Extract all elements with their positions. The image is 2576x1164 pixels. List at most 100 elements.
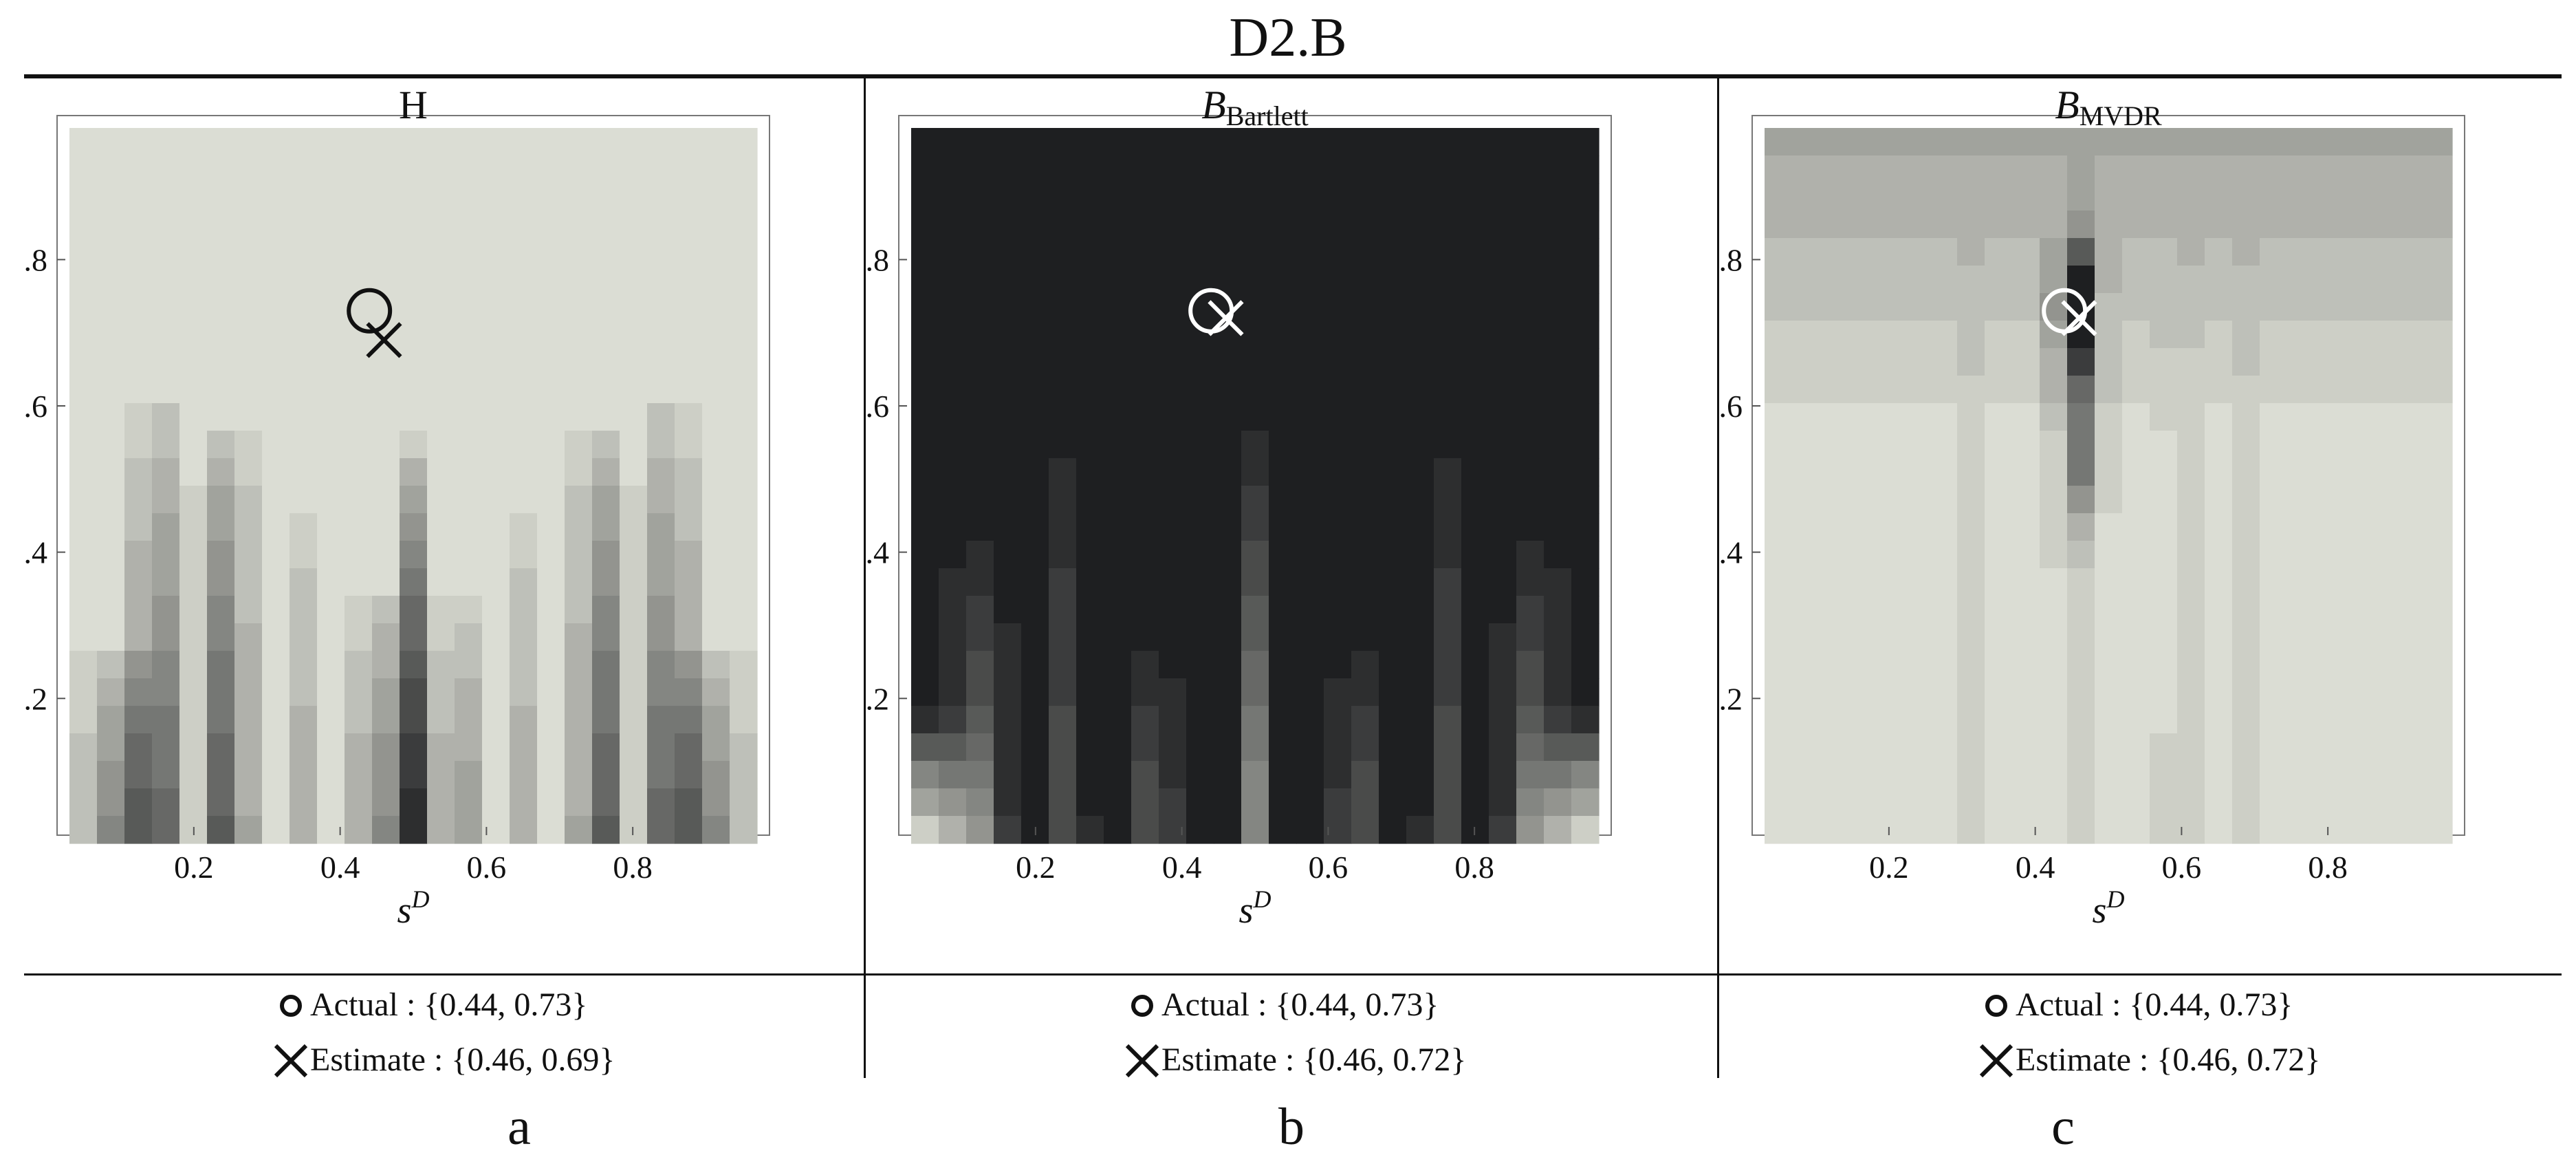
heatmap-cell (482, 293, 510, 321)
heatmap-cell (372, 788, 400, 817)
heatmap-cell (911, 348, 939, 376)
heatmap-cell (2370, 678, 2398, 707)
heatmap-cell (179, 238, 208, 266)
heatmap-cell (427, 155, 455, 184)
heatmap-cell (994, 321, 1022, 349)
heatmap-cell (1049, 651, 1077, 679)
legend-actual-colon: : (2103, 986, 2130, 1023)
heatmap-cell (1324, 596, 1352, 624)
heatmap-cell (911, 788, 939, 817)
heatmap-cell (1571, 348, 1600, 376)
heatmap-cell (455, 348, 483, 376)
heatmap-cell (966, 706, 994, 734)
heatmap-cell (2205, 706, 2233, 734)
heatmap-cell (2095, 541, 2123, 569)
heatmap-cell (2095, 678, 2123, 707)
heatmap-cell (427, 266, 455, 294)
heatmap-cell (994, 678, 1022, 707)
heatmap-cell (537, 431, 565, 459)
heatmap-cell (1296, 596, 1324, 624)
heatmap-cell (2067, 403, 2095, 431)
heatmap-cell (427, 541, 455, 569)
heatmap-cell (1957, 761, 1985, 789)
heatmap-cell (1379, 733, 1407, 762)
heatmap-cell (1076, 596, 1104, 624)
heatmap-cell (647, 458, 675, 486)
heatmap-cell (2342, 651, 2370, 679)
heatmap-cell (939, 816, 967, 844)
heatmap-cell (675, 183, 703, 211)
heatmap-cell (1296, 458, 1324, 486)
heatmap-cell (1985, 541, 2013, 569)
heatmap-cell (1516, 706, 1544, 734)
heatmap-cell (2122, 788, 2150, 817)
heatmap-cell (2150, 788, 2178, 817)
heatmap-cell (1131, 541, 1159, 569)
heatmap-cell (97, 293, 125, 321)
heatmap-cell (2012, 568, 2040, 596)
heatmap-cell (2177, 486, 2205, 514)
heatmap-cell (2370, 348, 2398, 376)
heatmap-cell (1985, 623, 2013, 651)
heatmap-cell (537, 211, 565, 239)
heatmap-cell (290, 128, 318, 156)
heatmap-cell (2287, 513, 2315, 541)
heatmap-cell (2260, 816, 2288, 844)
heatmap-cell (2067, 678, 2095, 707)
heatmap-cell (702, 403, 730, 431)
heatmap-cell (702, 816, 730, 844)
heatmap-cell (262, 761, 290, 789)
heatmap-cell (179, 183, 208, 211)
legend-actual-colon: : (1249, 986, 1276, 1023)
heatmap-cell (2315, 816, 2343, 844)
heatmap-cell (1269, 211, 1297, 239)
y-tick-label: 0.4 (866, 535, 889, 570)
heatmap-cell (2425, 376, 2453, 404)
heatmap-cell (2315, 348, 2343, 376)
heatmap-cell (1076, 431, 1104, 459)
heatmap-cell (2287, 458, 2315, 486)
heatmap-cell (2232, 596, 2260, 624)
heatmap-cell (97, 155, 125, 184)
heatmap-cell (1985, 513, 2013, 541)
heatmap-cell (730, 568, 758, 596)
heatmap-cell (647, 376, 675, 404)
heatmap-cell (2177, 706, 2205, 734)
heatmap-cell (2177, 183, 2205, 211)
heatmap-cell (1406, 733, 1434, 762)
heatmap-cell (2122, 623, 2150, 651)
heatmap-cell (1544, 128, 1572, 156)
heatmap-cell (1930, 513, 1958, 541)
heatmap-cell (262, 403, 290, 431)
heatmap-cell (1571, 458, 1600, 486)
heatmap-cell (1820, 321, 1848, 349)
heatmap-cell (1131, 678, 1159, 707)
heatmap-cell (2232, 788, 2260, 817)
heatmap-cell (1241, 513, 1269, 541)
heatmap-cell (2177, 211, 2205, 239)
heatmap-cell (592, 266, 620, 294)
heatmap-cell (1186, 816, 1214, 844)
heatmap-cell (427, 678, 455, 707)
heatmap-cell (2232, 266, 2260, 294)
heatmap-cell (994, 403, 1022, 431)
heatmap-cell (97, 238, 125, 266)
heatmap-cell (2095, 623, 2123, 651)
heatmap-cell (2260, 431, 2288, 459)
heatmap-cell (2012, 321, 2040, 349)
heatmap-cell (1765, 238, 1793, 266)
heatmap-cell (2095, 706, 2123, 734)
heatmap-cell (702, 293, 730, 321)
heatmap-cell (1847, 623, 1875, 651)
heatmap-cell (2315, 651, 2343, 679)
heatmap-cell (1324, 733, 1352, 762)
heatmap-cell (290, 458, 318, 486)
heatmap-cell (152, 266, 180, 294)
legend-actual: Actual : {0.44, 0.73} (1977, 980, 2293, 1028)
heatmap-cell (207, 651, 235, 679)
heatmap-cell (1902, 706, 1930, 734)
heatmap-cell (482, 706, 510, 734)
heatmap-cell (2040, 651, 2068, 679)
heatmap-cell (2150, 458, 2178, 486)
heatmap-cell (234, 183, 263, 211)
